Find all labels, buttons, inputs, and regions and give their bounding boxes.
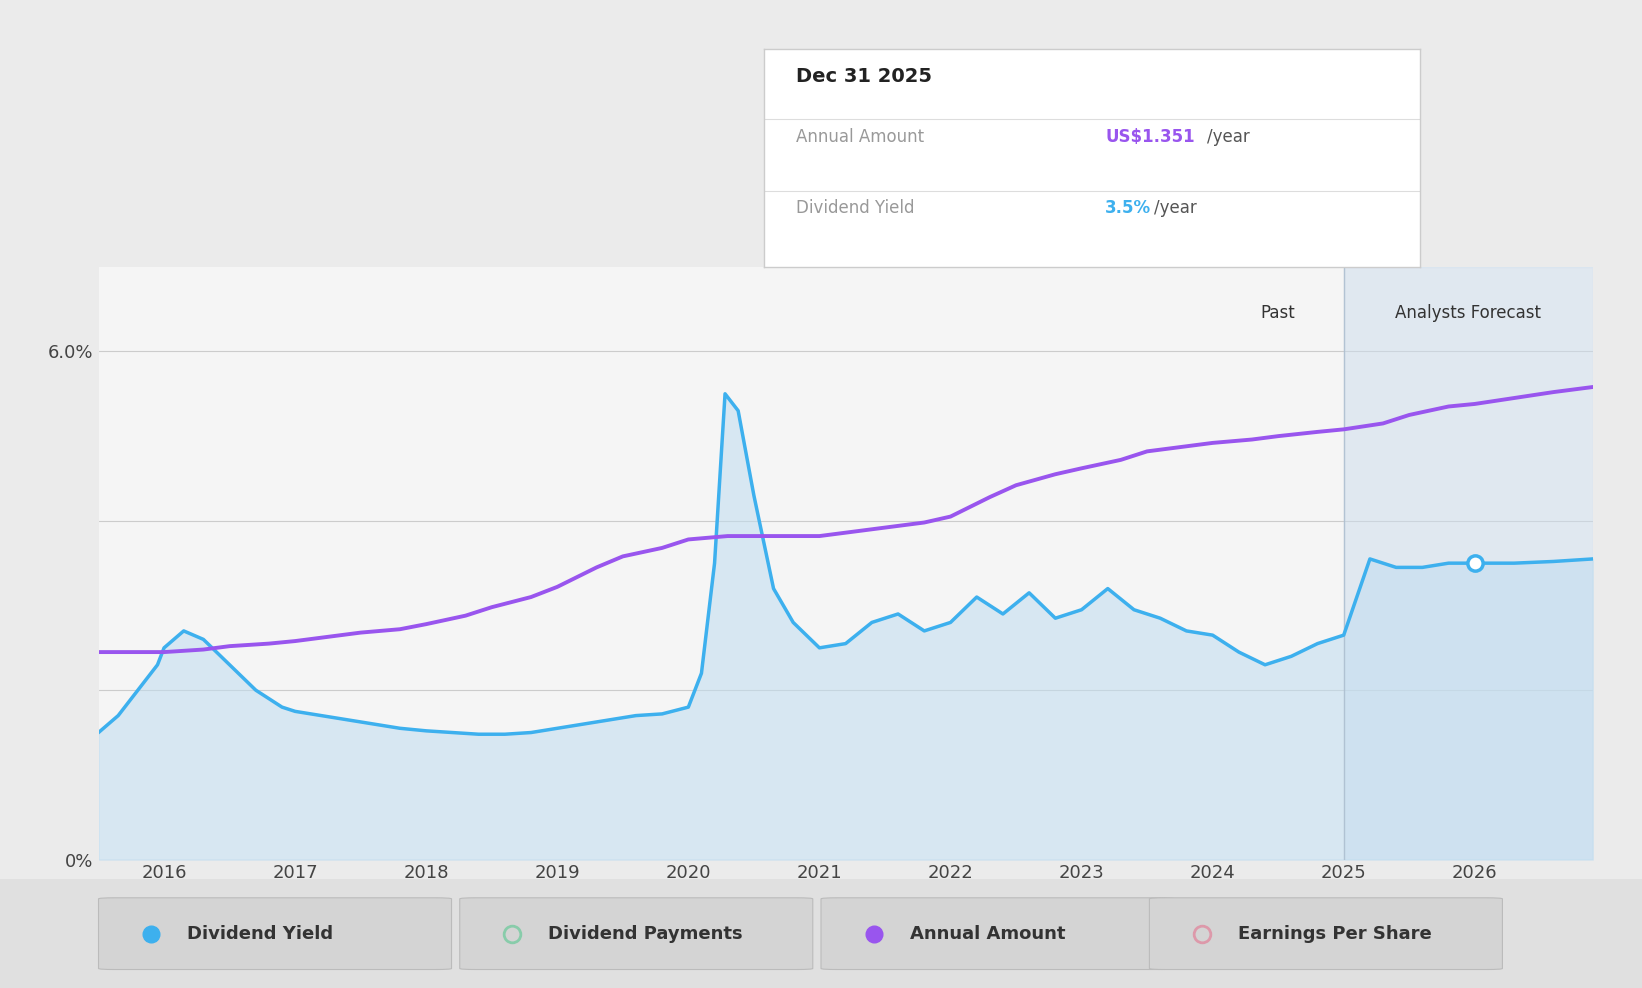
Text: 3.5%: 3.5%	[1105, 200, 1151, 217]
Text: Dividend Payments: Dividend Payments	[548, 925, 744, 943]
Text: Past: Past	[1261, 304, 1296, 322]
FancyBboxPatch shape	[1149, 898, 1502, 969]
Text: Annual Amount: Annual Amount	[796, 127, 924, 145]
Text: Annual Amount: Annual Amount	[910, 925, 1066, 943]
FancyBboxPatch shape	[99, 898, 452, 969]
Text: Dividend Yield: Dividend Yield	[187, 925, 333, 943]
FancyBboxPatch shape	[460, 898, 813, 969]
Text: Earnings Per Share: Earnings Per Share	[1238, 925, 1432, 943]
Text: Dec 31 2025: Dec 31 2025	[796, 67, 933, 86]
Text: US$1.351: US$1.351	[1105, 127, 1195, 145]
Bar	[1343, 267, 1593, 860]
Text: Dividend Yield: Dividend Yield	[796, 200, 915, 217]
FancyBboxPatch shape	[821, 898, 1174, 969]
Text: /year: /year	[1154, 200, 1197, 217]
Text: Analysts Forecast: Analysts Forecast	[1396, 304, 1542, 322]
Text: /year: /year	[1207, 127, 1250, 145]
